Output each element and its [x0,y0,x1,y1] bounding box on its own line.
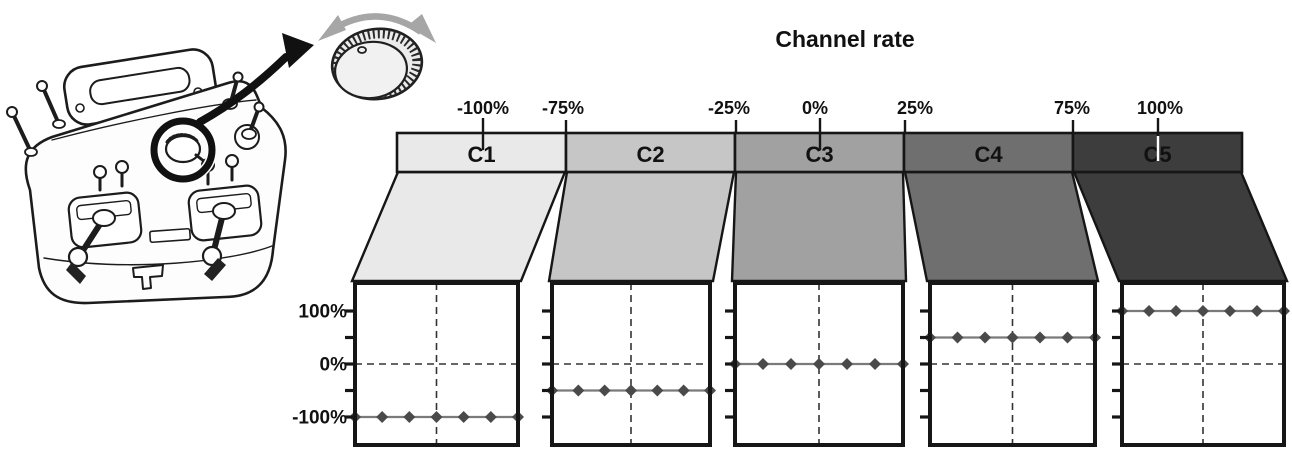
right-stick-base [212,202,236,220]
left-toggle-2-tip [36,80,48,92]
transmitter-knob-lever [194,153,207,164]
scale-label-0%: 0% [802,98,828,118]
data-marker [951,331,964,344]
handle-screw-left [75,103,85,113]
data-marker [785,358,797,370]
left-stick-base [92,209,116,227]
left-toggle-2-base [52,119,66,129]
data-marker [572,384,585,397]
graph-C2 [542,281,716,447]
left-stick-tip [67,246,89,268]
highlight-ring [150,117,216,183]
data-marker [1170,305,1182,317]
graph-border [1120,281,1286,447]
diagram-title: Channel rate [775,26,914,52]
data-marker [1143,305,1155,317]
data-marker [430,411,443,423]
data-marker [1224,305,1236,317]
y-axis-label--100%: -100% [292,408,347,429]
data-marker [376,411,389,423]
scale-label-100%: 100% [1137,98,1183,118]
right-toggle-1-tip [232,71,244,83]
channel-cell-C1 [395,131,568,174]
transmitter-knob-knurl [165,133,199,144]
knob-illustration [318,13,436,101]
channel-label-C2: C2 [636,142,664,167]
scale-label--100%: -100% [457,98,509,118]
channel-bars: C1C2C3C4C5 [350,131,1289,283]
left-toggle-2-stem [42,88,60,124]
data-marker [403,411,416,423]
channel-cell-C2 [564,131,737,174]
right-chevron [204,258,226,281]
graph-C3 [725,281,909,447]
channel-trapezoid-C4 [903,170,1100,283]
scale-label-75%: 75% [1054,98,1090,118]
knob-indicator-dot [357,46,367,54]
y-axis-label-0%: 0% [320,355,348,376]
channel-trapezoid-C2 [547,170,736,283]
channel-trapezoid-C3 [730,170,908,283]
scale-row: -100% -75% -25% 0% 25% 75% 100% [457,98,1183,161]
data-marker [979,331,991,344]
graph-C1 [345,281,524,447]
transmitter-handle-slot [89,66,191,106]
data-marker [757,358,769,370]
graph-C4 [920,281,1101,447]
callout-arrow-head [282,33,314,68]
data-marker [1006,331,1019,344]
transmitter-illustration [6,33,314,305]
graph-border [550,281,712,447]
data-marker [651,384,664,397]
channel-label-C4: C4 [974,142,1003,167]
left-toggle-1-stem [12,114,32,152]
data-marker [813,358,825,370]
right-toggle-2-stem [248,108,260,134]
left-toggle-1-tip [6,106,18,118]
data-marker [677,384,690,397]
data-marker [1197,305,1209,317]
data-marker [625,384,637,397]
display-slot [149,227,192,244]
rotation-arrow-head-right [407,14,436,43]
data-marker [1251,305,1263,317]
bottom-latch [132,264,164,290]
data-marker [457,411,470,423]
y-axis-label-100%: 100% [298,302,347,323]
data-marker [841,358,853,370]
knob-face [334,40,408,100]
data-marker [598,384,611,397]
scale-label-25%: 25% [897,98,933,118]
data-marker [484,411,497,423]
rotation-arrow-head-left [318,15,346,41]
right-toggle-2-base [241,128,257,140]
graph-border [928,281,1097,447]
channel-graphs [345,281,1290,447]
right-toggle-2-tip [253,101,265,113]
graph-border [733,281,905,447]
scale-label--25%: -25% [708,98,750,118]
channel-trapezoid-C5 [1072,170,1289,283]
graph-border [353,281,520,447]
left-chevron [66,262,86,284]
callout-arrow-shaft [196,53,290,126]
data-marker [869,358,881,370]
channel-trapezoid-C1 [350,170,567,283]
data-marker [1061,331,1074,344]
scale-label--75%: -75% [542,98,584,118]
channel-label-C1: C1 [467,142,495,167]
graph-C5 [1112,281,1290,447]
left-toggle-1-base [24,147,38,157]
data-marker [1034,331,1046,344]
graph-y-axis-labels: 100% 0% -100% [292,302,347,429]
